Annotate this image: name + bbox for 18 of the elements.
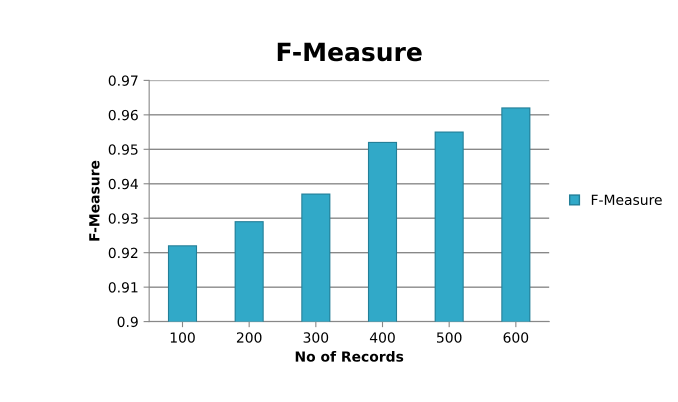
x-tick-label: 600 [504, 332, 528, 343]
y-tick-label: 0.97 [108, 75, 138, 86]
chart-title: F-Measure [278, 42, 422, 62]
x-tick-label: 100 [170, 332, 195, 343]
y-tick-label: 0.92 [108, 248, 138, 258]
x-tick-label: 300 [304, 332, 328, 343]
y-tick-label: 0.9 [118, 316, 138, 328]
x-tick-label: 200 [236, 332, 262, 343]
x-tick-label: 500 [436, 332, 462, 343]
y-tick-label: 0.95 [108, 144, 138, 155]
x-tick-label: 400 [370, 332, 395, 343]
y-tick-label: 0.93 [108, 213, 138, 224]
legend-label: F-Measure [592, 194, 662, 206]
y-tick-label: 0.94 [108, 178, 138, 190]
y-axis-title: F-Measure [89, 160, 100, 241]
y-tick-label: 0.96 [108, 110, 138, 120]
x-axis-title: No of Records [296, 351, 404, 362]
y-tick-label: 0.91 [108, 282, 138, 293]
